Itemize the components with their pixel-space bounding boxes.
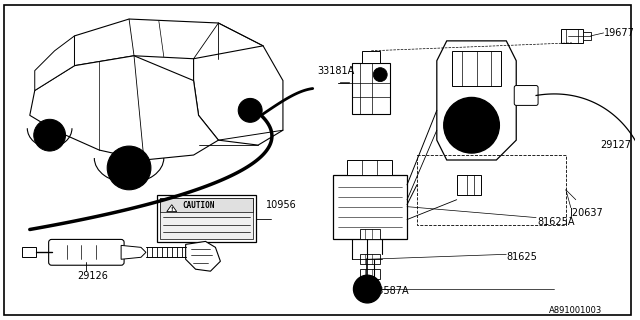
Circle shape <box>461 115 481 135</box>
Circle shape <box>123 162 135 174</box>
Bar <box>561 29 583 43</box>
Polygon shape <box>193 46 283 145</box>
Text: 73587A: 73587A <box>371 286 409 296</box>
FancyBboxPatch shape <box>515 85 538 105</box>
Circle shape <box>115 154 143 182</box>
Polygon shape <box>186 241 220 271</box>
Polygon shape <box>30 56 218 160</box>
Circle shape <box>358 280 376 298</box>
Text: A891001003: A891001003 <box>549 306 602 316</box>
Bar <box>457 175 481 195</box>
Bar <box>360 254 380 264</box>
Bar <box>360 229 380 239</box>
Text: 81625: 81625 <box>506 252 537 262</box>
Circle shape <box>364 285 371 293</box>
FancyBboxPatch shape <box>49 239 124 265</box>
Bar <box>417 155 566 225</box>
Circle shape <box>353 275 381 303</box>
Text: 29126: 29126 <box>77 271 108 281</box>
Text: !: ! <box>170 207 173 212</box>
Bar <box>22 247 36 257</box>
Polygon shape <box>35 36 74 91</box>
Circle shape <box>238 99 262 122</box>
Circle shape <box>108 146 151 190</box>
Text: 19677: 19677 <box>604 28 634 38</box>
Bar <box>348 160 392 175</box>
Text: 33181A: 33181A <box>317 66 355 76</box>
Bar <box>362 51 380 63</box>
Polygon shape <box>74 19 263 71</box>
Circle shape <box>243 103 257 117</box>
Circle shape <box>41 126 59 144</box>
Polygon shape <box>437 41 516 160</box>
Text: 29127: 29127 <box>600 140 632 150</box>
Circle shape <box>444 98 499 153</box>
Bar <box>333 175 407 239</box>
Bar <box>160 198 253 212</box>
Bar <box>452 51 501 85</box>
Bar <box>360 269 380 279</box>
Bar <box>583 32 591 40</box>
Polygon shape <box>167 205 177 212</box>
Circle shape <box>247 108 253 113</box>
Text: CAUTION: CAUTION <box>182 201 215 210</box>
Bar <box>160 198 253 239</box>
Text: 81625A: 81625A <box>537 217 575 227</box>
Text: 10956: 10956 <box>266 200 297 210</box>
Circle shape <box>34 119 65 151</box>
Polygon shape <box>121 245 146 259</box>
Bar <box>157 195 256 242</box>
Circle shape <box>373 68 387 82</box>
Bar <box>353 63 390 114</box>
Text: J20637: J20637 <box>570 208 604 218</box>
Circle shape <box>376 71 384 79</box>
Circle shape <box>452 105 492 145</box>
